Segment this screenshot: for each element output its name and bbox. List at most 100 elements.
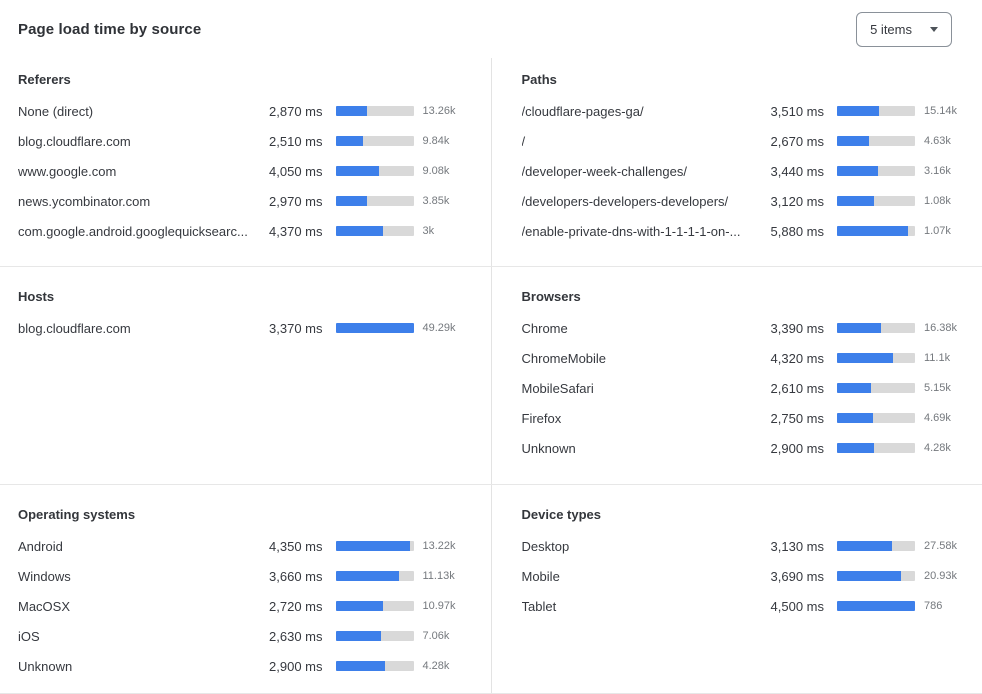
row-ms-value: 2,970 ms — [269, 193, 323, 209]
row-bar-fill — [837, 166, 879, 176]
row-ms-value: 2,870 ms — [269, 103, 323, 119]
row-bar — [837, 196, 915, 206]
widget-header: Page load time by source 5 items — [0, 0, 982, 58]
row-bar — [335, 136, 414, 146]
table-row[interactable]: blog.cloudflare.com 2,510 ms 9.84k — [18, 126, 469, 156]
row-count: 10.97k — [422, 600, 456, 612]
table-row[interactable]: MobileSafari 2,610 ms 5.15k — [522, 373, 971, 403]
row-count: 1.08k — [924, 195, 951, 207]
row-bar — [335, 106, 414, 116]
panel-device-types: Device types Desktop 3,130 ms 27.58k Mob… — [522, 507, 971, 621]
table-row[interactable]: /developers-developers-developers/ 3,120… — [522, 186, 971, 216]
panel-paths: Paths /cloudflare-pages-ga/ 3,510 ms 15.… — [522, 72, 971, 246]
row-ms-value: 3,370 ms — [269, 320, 323, 336]
row-count: 786 — [924, 600, 943, 612]
row-bar — [837, 353, 915, 363]
row-bar-fill — [837, 571, 901, 581]
row-bar-fill — [837, 196, 875, 206]
row-count: 20.93k — [924, 570, 958, 582]
row-count: 11.1k — [924, 352, 951, 364]
row-bar-fill — [335, 631, 381, 641]
row-ms-value: 2,610 ms — [770, 380, 824, 396]
vertical-divider — [490, 267, 492, 484]
row-ms-value: 3,690 ms — [770, 568, 824, 584]
row-bar — [837, 106, 915, 116]
table-row[interactable]: ChromeMobile 4,320 ms 11.1k — [522, 343, 971, 373]
row-bar — [335, 631, 414, 641]
panel-rows: Android 4,350 ms 13.22k Windows 3,660 ms… — [18, 531, 469, 681]
row-count: 49.29k — [422, 322, 456, 334]
table-row[interactable]: iOS 2,630 ms 7.06k — [18, 621, 469, 651]
row-bar — [837, 413, 915, 423]
panel-band: Operating systems Android 4,350 ms 13.22… — [0, 485, 982, 694]
row-bar — [837, 571, 915, 581]
table-row[interactable]: / 2,670 ms 4.63k — [522, 126, 971, 156]
row-bar-fill — [335, 541, 410, 551]
band-right-column: Paths /cloudflare-pages-ga/ 3,510 ms 15.… — [492, 58, 982, 266]
table-row[interactable]: Firefox 2,750 ms 4.69k — [522, 403, 971, 433]
row-bar — [335, 571, 414, 581]
row-bar — [335, 196, 414, 206]
row-label: Chrome — [521, 320, 568, 336]
panel-title: Browsers — [521, 289, 581, 304]
row-bar-fill — [335, 196, 368, 206]
row-label: com.google.android.googlequicksearc... — [18, 223, 248, 239]
panel-rows: Chrome 3,390 ms 16.38k ChromeMobile 4,32… — [522, 313, 971, 463]
row-bar — [837, 226, 915, 236]
row-label: /enable-private-dns-with-1-1-1-1-on-... — [521, 223, 741, 239]
row-bar-fill — [335, 136, 363, 146]
table-row[interactable]: Desktop 3,130 ms 27.58k — [522, 531, 971, 561]
band-left-column: Hosts blog.cloudflare.com 3,370 ms 49.29… — [0, 267, 491, 484]
panel-hosts: Hosts blog.cloudflare.com 3,370 ms 49.29… — [18, 289, 469, 343]
row-bar-fill — [837, 353, 894, 363]
chevron-down-icon — [930, 26, 938, 32]
vertical-divider — [490, 58, 492, 266]
table-row[interactable]: /developer-week-challenges/ 3,440 ms 3.1… — [522, 156, 971, 186]
panel-bands: Referers None (direct) 2,870 ms 13.26k b… — [0, 58, 982, 694]
table-row[interactable]: /enable-private-dns-with-1-1-1-1-on-... … — [522, 216, 971, 246]
panel-rows: Desktop 3,130 ms 27.58k Mobile 3,690 ms … — [522, 531, 971, 621]
row-label: MobileSafari — [521, 380, 594, 396]
table-row[interactable]: blog.cloudflare.com 3,370 ms 49.29k — [18, 313, 469, 343]
table-row[interactable]: Unknown 2,900 ms 4.28k — [18, 651, 469, 681]
panel-band: Referers None (direct) 2,870 ms 13.26k b… — [0, 58, 982, 267]
row-count: 9.08k — [422, 165, 450, 177]
row-bar — [837, 166, 915, 176]
table-row[interactable]: com.google.android.googlequicksearc... 4… — [18, 216, 469, 246]
table-row[interactable]: /cloudflare-pages-ga/ 3,510 ms 15.14k — [522, 96, 971, 126]
items-count-dropdown[interactable]: 5 items — [856, 11, 952, 47]
table-row[interactable]: www.google.com 4,050 ms 9.08k — [18, 156, 469, 186]
row-label: Tablet — [521, 598, 557, 614]
panel-rows: None (direct) 2,870 ms 13.26k blog.cloud… — [18, 96, 469, 246]
row-ms-value: 2,630 ms — [269, 628, 323, 644]
row-bar-fill — [837, 136, 869, 146]
row-ms-value: 2,670 ms — [770, 133, 824, 149]
row-label: news.ycombinator.com — [18, 193, 151, 209]
panel-title: Referers — [18, 72, 71, 87]
band-left-column: Operating systems Android 4,350 ms 13.22… — [0, 485, 491, 693]
table-row[interactable]: None (direct) 2,870 ms 13.26k — [18, 96, 469, 126]
table-row[interactable]: Chrome 3,390 ms 16.38k — [522, 313, 971, 343]
row-label: www.google.com — [18, 163, 117, 179]
table-row[interactable]: Tablet 4,500 ms 786 — [522, 591, 971, 621]
panel-title: Hosts — [18, 289, 55, 304]
row-label: Unknown — [18, 658, 73, 674]
row-label: Mobile — [521, 568, 560, 584]
table-row[interactable]: MacOSX 2,720 ms 10.97k — [18, 591, 469, 621]
table-row[interactable]: Android 4,350 ms 13.22k — [18, 531, 469, 561]
row-ms-value: 3,660 ms — [269, 568, 323, 584]
table-row[interactable]: news.ycombinator.com 2,970 ms 3.85k — [18, 186, 469, 216]
table-row[interactable]: Unknown 2,900 ms 4.28k — [522, 433, 971, 463]
row-label: Android — [18, 538, 63, 554]
row-bar — [335, 323, 414, 333]
row-bar — [837, 601, 915, 611]
panel-referers: Referers None (direct) 2,870 ms 13.26k b… — [18, 72, 469, 246]
table-row[interactable]: Mobile 3,690 ms 20.93k — [522, 561, 971, 591]
row-label: /developers-developers-developers/ — [521, 193, 729, 209]
table-row[interactable]: Windows 3,660 ms 11.13k — [18, 561, 469, 591]
row-count: 16.38k — [924, 322, 958, 334]
band-right-column: Browsers Chrome 3,390 ms 16.38k ChromeMo… — [492, 267, 982, 484]
panel-rows: blog.cloudflare.com 3,370 ms 49.29k — [18, 313, 469, 343]
panel-title: Paths — [521, 72, 557, 87]
row-label: None (direct) — [18, 103, 94, 119]
